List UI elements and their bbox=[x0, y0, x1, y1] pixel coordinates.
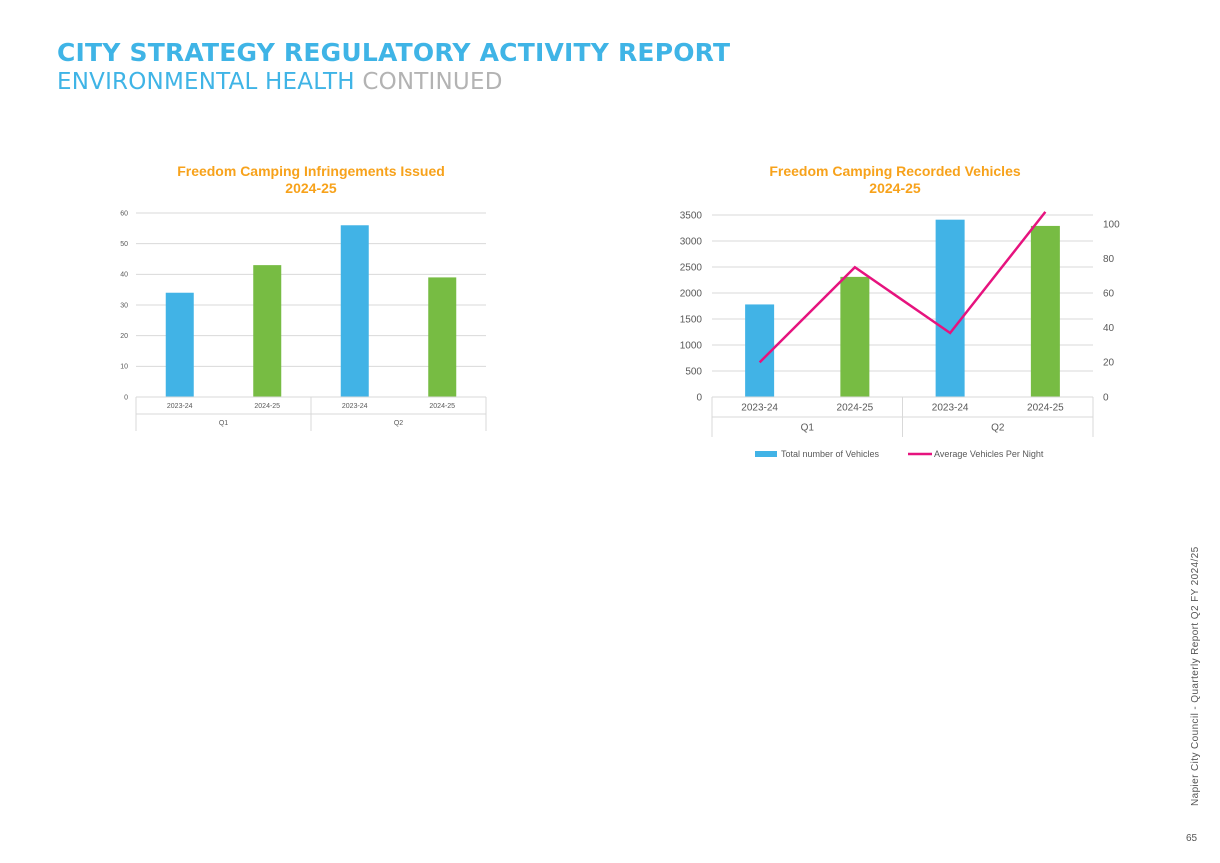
chart2-title-line2: 2024-25 bbox=[869, 180, 921, 196]
legend-label-total: Total number of Vehicles bbox=[781, 449, 880, 459]
subtitle-continued: CONTINUED bbox=[362, 69, 503, 95]
chart2-title-line1: Freedom Camping Recorded Vehicles bbox=[769, 163, 1021, 179]
chart2-x-tick-label: 2024-25 bbox=[837, 402, 874, 413]
chart1-x-tick-label: 2023-24 bbox=[342, 403, 368, 410]
chart1-x-tick-label: 2024-25 bbox=[254, 403, 280, 410]
subtitle-section: ENVIRONMENTAL HEALTH bbox=[57, 69, 355, 95]
chart2-y-tick-label: 500 bbox=[685, 366, 702, 377]
chart1-title-line2: 2024-25 bbox=[285, 180, 337, 196]
side-footer-text: Napier City Council - Quarterly Report Q… bbox=[1190, 546, 1201, 806]
chart1-y-tick-label: 40 bbox=[120, 272, 128, 279]
chart2-group-label: Q2 bbox=[991, 422, 1005, 433]
chart1-y-tick-label: 20 bbox=[120, 333, 128, 340]
chart1-y-tick-label: 30 bbox=[120, 302, 128, 309]
chart1-y-tick-label: 10 bbox=[120, 364, 128, 371]
page-title: CITY STRATEGY REGULATORY ACTIVITY REPORT bbox=[57, 38, 731, 67]
chart1-y-tick-label: 0 bbox=[124, 394, 128, 401]
chart1-title-line1: Freedom Camping Infringements Issued bbox=[177, 163, 445, 179]
chart2-group-label: Q1 bbox=[801, 422, 815, 433]
chart2-y-tick-label: 2000 bbox=[680, 288, 703, 299]
chart1-bar bbox=[340, 225, 369, 397]
chart2-title: Freedom Camping Recorded Vehicles 2024-2… bbox=[695, 163, 1095, 197]
chart2-y-tick-label: 3000 bbox=[680, 236, 703, 247]
chart1-group-label: Q2 bbox=[394, 420, 403, 427]
chart2-bar bbox=[935, 219, 965, 397]
chart1-group-label: Q1 bbox=[219, 420, 228, 427]
chart2-y2-tick-label: 0 bbox=[1103, 392, 1109, 403]
page-subtitle: ENVIRONMENTAL HEALTH CONTINUED bbox=[57, 69, 503, 95]
chart2-x-tick-label: 2023-24 bbox=[741, 402, 778, 413]
chart1-x-tick-label: 2023-24 bbox=[167, 403, 193, 410]
chart2-y2-tick-label: 80 bbox=[1103, 254, 1115, 265]
legend-swatch-total bbox=[755, 451, 777, 457]
page-number: 65 bbox=[1186, 833, 1198, 844]
chart1-x-tick-label: 2024-25 bbox=[429, 403, 455, 410]
chart2-bar bbox=[745, 304, 775, 397]
chart2-bar bbox=[840, 276, 870, 397]
chart1-bar bbox=[165, 292, 194, 397]
chart2-avg-line bbox=[758, 211, 1047, 364]
chart2-y2-tick-label: 100 bbox=[1103, 219, 1120, 230]
chart1-bar bbox=[428, 277, 457, 397]
chart1-y-tick-label: 50 bbox=[120, 241, 128, 248]
chart2-y2-tick-label: 60 bbox=[1103, 289, 1115, 300]
chart2-y-tick-label: 3500 bbox=[680, 210, 703, 221]
chart1-bar bbox=[253, 265, 282, 397]
chart2-y-tick-label: 1000 bbox=[680, 340, 703, 351]
chart2-y-tick-label: 1500 bbox=[680, 314, 703, 325]
chart2-x-tick-label: 2024-25 bbox=[1027, 402, 1064, 413]
chart2-y-tick-label: 2500 bbox=[680, 262, 703, 273]
chart2-y2-tick-label: 40 bbox=[1103, 323, 1115, 334]
chart1-title: Freedom Camping Infringements Issued 202… bbox=[111, 163, 511, 197]
chart2-x-tick-label: 2023-24 bbox=[932, 402, 969, 413]
legend-label-average: Average Vehicles Per Night bbox=[934, 449, 1044, 459]
chart2-bar bbox=[1030, 225, 1060, 397]
chart2-y-tick-label: 0 bbox=[696, 392, 702, 403]
chart2-y2-tick-label: 20 bbox=[1103, 358, 1115, 369]
chart1-y-tick-label: 60 bbox=[120, 210, 128, 217]
